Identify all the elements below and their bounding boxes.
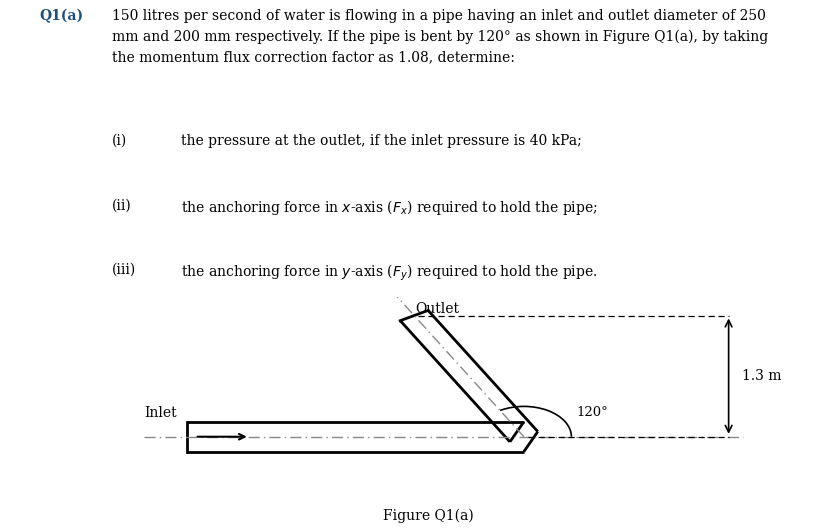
- Text: (iii): (iii): [112, 263, 136, 277]
- Text: 120°: 120°: [577, 406, 608, 419]
- Text: the anchoring force in $x$-axis ($F_x$) required to hold the pipe;: the anchoring force in $x$-axis ($F_x$) …: [181, 198, 597, 217]
- Text: Q1(a): Q1(a): [39, 9, 83, 23]
- Text: the anchoring force in $y$-axis ($F_y$) required to hold the pipe.: the anchoring force in $y$-axis ($F_y$) …: [181, 263, 597, 283]
- Text: 150 litres per second of water is flowing in a pipe having an inlet and outlet d: 150 litres per second of water is flowin…: [112, 9, 769, 64]
- Text: Figure Q1(a): Figure Q1(a): [383, 509, 475, 523]
- Text: (i): (i): [112, 134, 127, 148]
- Text: 1.3 m: 1.3 m: [742, 369, 781, 383]
- Text: (ii): (ii): [112, 198, 132, 213]
- Text: Inlet: Inlet: [144, 407, 176, 420]
- Text: Outlet: Outlet: [415, 302, 459, 316]
- Text: the pressure at the outlet, if the inlet pressure is 40 kPa;: the pressure at the outlet, if the inlet…: [181, 134, 582, 148]
